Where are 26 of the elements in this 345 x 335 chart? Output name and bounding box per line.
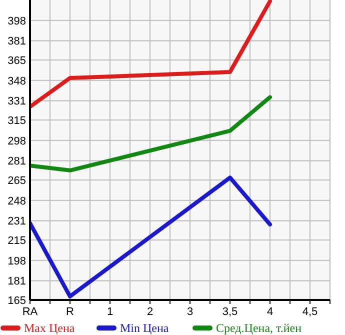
x-tick-label: 4,5 [302,306,318,318]
y-tick-label: 198 [8,255,26,268]
x-tick-label: R [66,306,74,318]
legend-label: Min Цена [120,321,170,335]
y-tick-label: 248 [8,195,26,208]
y-tick-label: 315 [8,114,26,127]
y-tick-label: 165 [8,294,26,307]
y-tick-label: 398 [8,15,26,28]
legend-label: Сред.Цена, т.йен [216,321,302,335]
y-tick-label: 298 [8,135,26,148]
x-tick-label: 2 [146,306,154,318]
legend-label: Max Цена [24,321,76,335]
y-tick-label: 331 [8,96,26,108]
x-tick-label: 1 [106,306,114,318]
y-tick-label: 348 [8,75,26,88]
y-tick-label: 281 [8,156,26,168]
x-tick-label: RA [22,306,38,318]
x-tick-label: 4 [266,306,274,318]
y-tick-label: 215 [8,234,26,247]
x-tick-label: 3,5 [222,306,238,318]
y-tick-label: 181 [8,276,26,288]
y-tick-label: 231 [8,216,26,228]
y-tick-label: 381 [8,36,26,48]
y-tick-label: 365 [8,54,26,67]
x-tick-label: 3 [186,306,194,318]
y-tick-label: 265 [8,174,26,187]
